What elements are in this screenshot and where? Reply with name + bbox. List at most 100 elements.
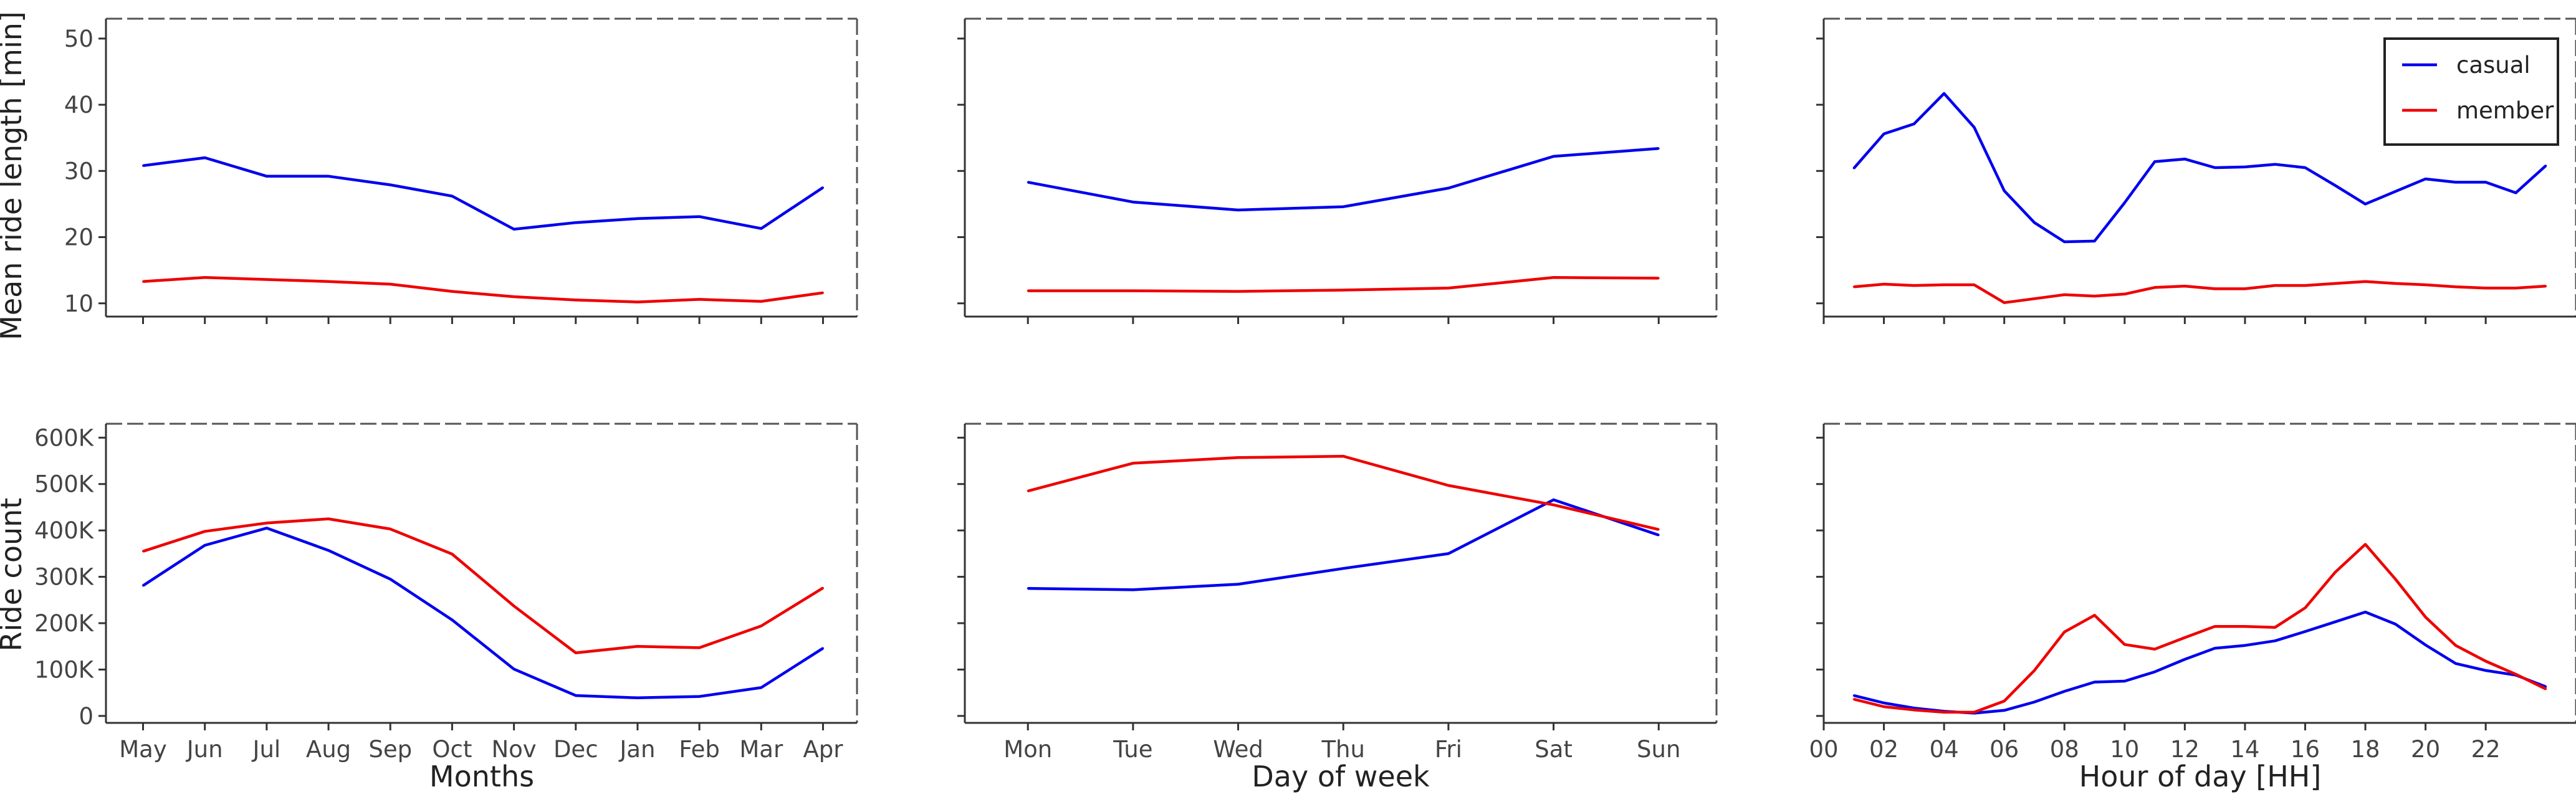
data-point-casual — [2364, 611, 2367, 613]
data-point-member — [2454, 285, 2457, 288]
y-tick-label: 600K — [34, 424, 95, 451]
data-point-member — [1132, 462, 1134, 464]
data-point-member — [2334, 571, 2337, 573]
series-line-casual — [142, 527, 824, 700]
y-tick-label: 10 — [64, 290, 93, 317]
panel-ride-length-by-hour: casual member — [1816, 17, 2576, 324]
x-tick-label: 10 — [2110, 736, 2139, 763]
x-tick-label: May — [119, 736, 167, 763]
y-axis-label-bottom: Ride count — [0, 498, 28, 652]
x-tick-label: Thu — [1321, 736, 1365, 763]
data-point-casual — [2334, 621, 2337, 623]
data-point-member — [2003, 700, 2006, 702]
data-point-member — [2244, 287, 2246, 290]
data-point-casual — [451, 195, 453, 198]
data-point-casual — [2514, 191, 2517, 194]
x-axis-label-day-of-week: Day of week — [1252, 760, 1430, 793]
legend-box — [2383, 37, 2559, 146]
data-point-member — [636, 645, 639, 647]
data-point-member — [575, 652, 577, 654]
data-point-member — [760, 624, 762, 627]
plot-area — [965, 19, 1717, 317]
data-point-casual — [2274, 639, 2276, 642]
data-point-member — [142, 280, 145, 283]
data-point-casual — [513, 668, 515, 671]
data-point-casual — [1883, 702, 1885, 704]
data-point-casual — [1237, 209, 1240, 211]
x-tick-label: Jun — [186, 736, 223, 763]
series-line-casual — [1852, 92, 2547, 244]
data-point-member — [2094, 295, 2096, 297]
x-tick-label: Mon — [1003, 736, 1052, 763]
data-point-member — [2214, 625, 2216, 628]
data-point-member — [821, 292, 824, 294]
data-point-casual — [1132, 588, 1134, 591]
data-point-casual — [513, 228, 515, 231]
data-point-member — [1973, 284, 1975, 286]
data-point-casual — [204, 544, 206, 547]
data-point-casual — [636, 697, 639, 699]
x-tick-label: Aug — [306, 736, 351, 763]
data-point-member — [1447, 484, 1450, 487]
data-point-member — [142, 550, 145, 553]
data-point-casual — [2214, 166, 2216, 169]
data-point-member — [1342, 289, 1344, 292]
x-axis-label-months: Months — [429, 760, 534, 793]
x-tick-label: Sun — [1637, 736, 1680, 763]
plot-area — [106, 19, 857, 317]
data-point-member — [2063, 631, 2066, 633]
data-point-member — [2334, 282, 2337, 285]
panel-ride-length-by-weekday — [957, 17, 1718, 324]
y-axis-label-top: Mean ride length [min] — [0, 11, 28, 340]
data-point-member — [2214, 287, 2216, 290]
data-point-member — [2364, 280, 2367, 283]
data-point-member — [2003, 302, 2006, 304]
data-point-member — [266, 279, 268, 281]
data-point-casual — [2454, 662, 2457, 665]
data-point-casual — [2003, 189, 2006, 192]
x-tick-label: 16 — [2291, 736, 2320, 763]
data-point-member — [266, 522, 268, 524]
data-point-casual — [2484, 669, 2487, 672]
y-tick-label: 0 — [79, 703, 93, 730]
data-point-member — [451, 290, 453, 293]
data-point-casual — [2244, 166, 2246, 168]
data-point-member — [1027, 490, 1029, 492]
x-tick-label: Sat — [1535, 736, 1573, 763]
data-point-casual — [389, 578, 391, 580]
data-point-member — [1342, 455, 1344, 457]
data-point-casual — [2214, 647, 2216, 649]
x-tick-label: Dec — [553, 736, 598, 763]
x-tick-label: Jan — [618, 736, 655, 763]
data-point-member — [2304, 606, 2306, 609]
data-point-casual — [204, 156, 206, 159]
data-point-member — [1237, 290, 1240, 293]
data-point-member — [1657, 528, 1660, 531]
data-point-casual — [636, 217, 639, 220]
data-point-member — [327, 518, 330, 520]
data-point-casual — [2183, 658, 2186, 661]
data-point-casual — [1342, 567, 1344, 570]
data-point-casual — [1943, 92, 1945, 95]
x-tick-label: 00 — [1809, 736, 1838, 763]
data-point-member — [1553, 276, 1555, 279]
data-point-member — [1027, 290, 1029, 292]
data-point-casual — [1883, 133, 1885, 135]
y-tick-label: 200K — [34, 610, 95, 637]
data-point-member — [2545, 688, 2547, 690]
data-point-casual — [1237, 583, 1240, 585]
x-tick-label: Wed — [1213, 736, 1263, 763]
data-point-member — [2304, 284, 2306, 287]
data-point-member — [389, 528, 391, 530]
data-point-casual — [2304, 630, 2306, 633]
legend-label-member: member — [2456, 97, 2554, 124]
data-point-member — [1237, 456, 1240, 459]
data-point-member — [2514, 287, 2517, 289]
data-point-casual — [2003, 709, 2006, 712]
data-point-casual — [327, 549, 330, 552]
data-point-casual — [821, 647, 824, 649]
data-point-casual — [2063, 241, 2066, 243]
data-point-casual — [2304, 166, 2306, 169]
data-point-member — [575, 299, 577, 301]
